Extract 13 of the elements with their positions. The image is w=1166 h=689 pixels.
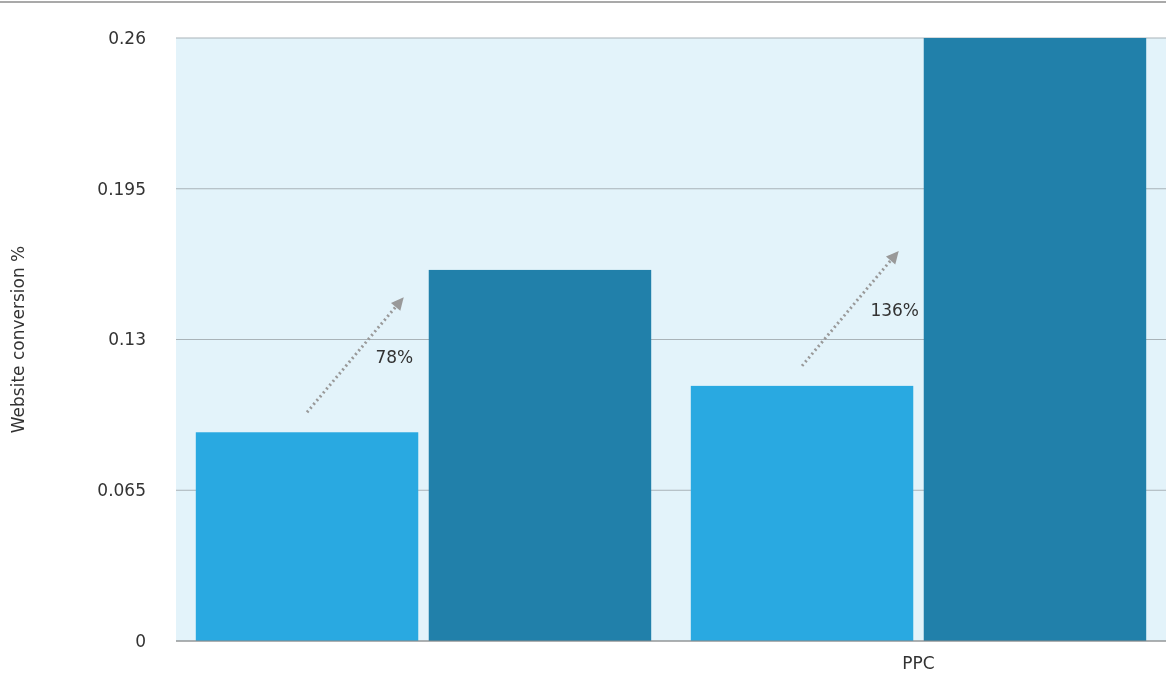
annotation: 78% bbox=[375, 346, 414, 367]
y-tick-label: 0.195 bbox=[97, 178, 146, 199]
annotation: 136% bbox=[870, 300, 919, 321]
bar bbox=[690, 385, 914, 641]
y-axis-title: Website conversion % bbox=[8, 245, 28, 434]
y-tick-label: 0.13 bbox=[108, 329, 146, 350]
bar bbox=[195, 432, 419, 641]
bar bbox=[428, 269, 652, 641]
bar bbox=[923, 38, 1147, 641]
y-tick-label: 0.065 bbox=[97, 480, 146, 501]
y-tick-label: 0.26 bbox=[108, 27, 146, 48]
y-tick-label: 0 bbox=[135, 630, 146, 651]
x-tick-label: PPC bbox=[902, 653, 935, 673]
